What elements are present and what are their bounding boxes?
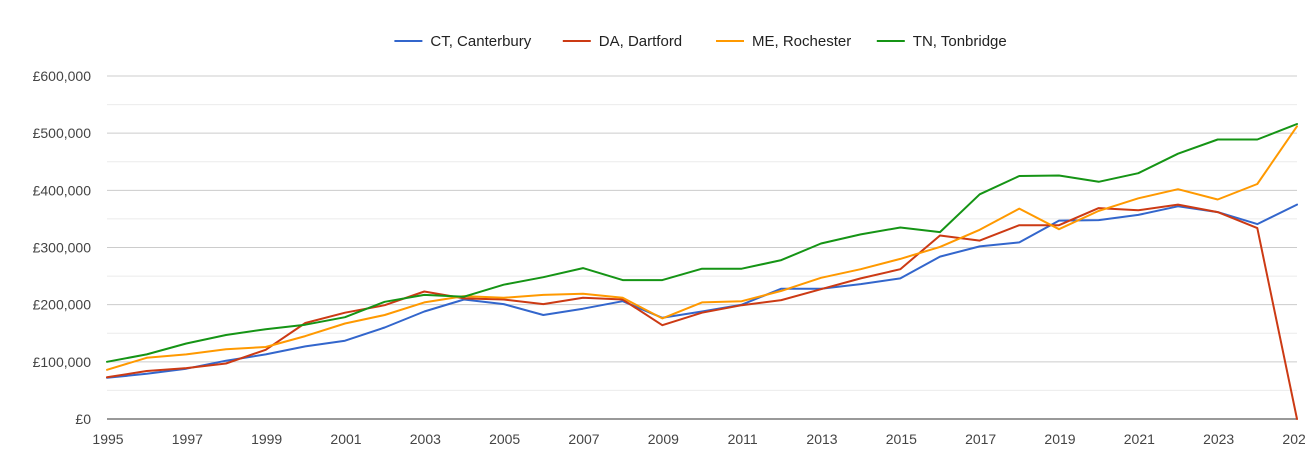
x-tick-label: 2005 bbox=[489, 431, 520, 447]
y-tick-label: £0 bbox=[75, 411, 91, 427]
x-tick-label: 2023 bbox=[1203, 431, 1234, 447]
legend-item[interactable]: ME, Rochester bbox=[716, 33, 851, 50]
y-tick-label: £400,000 bbox=[33, 182, 92, 198]
y-axis-tick-labels: £0 £100,000 £200,000 £300,000 £400,000 £500,0… bbox=[33, 68, 92, 427]
x-tick-label: 2019 bbox=[1044, 431, 1075, 447]
series-line-me-rochester[interactable] bbox=[106, 125, 1298, 371]
x-tick-label: 1995 bbox=[92, 431, 123, 447]
x-tick-label: 2021 bbox=[1124, 431, 1155, 447]
legend-item[interactable]: CT, Canterbury bbox=[394, 33, 532, 50]
y-tick-label: £300,000 bbox=[33, 240, 92, 256]
y-tick-label: £600,000 bbox=[33, 68, 92, 84]
y-tick-label: £100,000 bbox=[33, 354, 92, 370]
x-axis-tick-labels: 1995 1997 1999 2001 2003 2005 2007 2009 2011 2013… bbox=[92, 431, 1305, 447]
series-line-tn-tonbridge[interactable] bbox=[106, 123, 1298, 363]
x-tick-label: 2025 bbox=[1282, 431, 1305, 447]
legend-label: ME, Rochester bbox=[752, 33, 851, 50]
legend-item[interactable]: DA, Dartford bbox=[562, 33, 682, 50]
series-line-ct-canterbury[interactable] bbox=[106, 203, 1298, 379]
x-tick-label: 1997 bbox=[172, 431, 203, 447]
y-tick-label: £500,000 bbox=[33, 125, 92, 141]
gridlines bbox=[107, 75, 1297, 391]
x-tick-label: 2011 bbox=[728, 431, 758, 447]
x-tick-label: 2013 bbox=[806, 431, 837, 447]
x-tick-label: 2017 bbox=[965, 431, 996, 447]
legend-label: TN, Tonbridge bbox=[913, 33, 1007, 50]
x-tick-label: 1999 bbox=[251, 431, 282, 447]
x-tick-label: 2009 bbox=[648, 431, 679, 447]
legend[interactable]: CT, Canterbury DA, Dartford ME, Rochester T… bbox=[394, 33, 1007, 50]
legend-item[interactable]: TN, Tonbridge bbox=[876, 33, 1007, 50]
legend-label: DA, Dartford bbox=[599, 33, 682, 50]
series-lines bbox=[106, 123, 1298, 420]
x-tick-label: 2001 bbox=[330, 431, 361, 447]
x-tick-label: 2003 bbox=[410, 431, 441, 447]
y-tick-label: £200,000 bbox=[33, 297, 92, 313]
x-tick-label: 2007 bbox=[568, 431, 599, 447]
x-tick-label: 2015 bbox=[886, 431, 917, 447]
series-line-da-dartford[interactable] bbox=[106, 203, 1298, 420]
legend-label: CT, Canterbury bbox=[430, 33, 531, 50]
